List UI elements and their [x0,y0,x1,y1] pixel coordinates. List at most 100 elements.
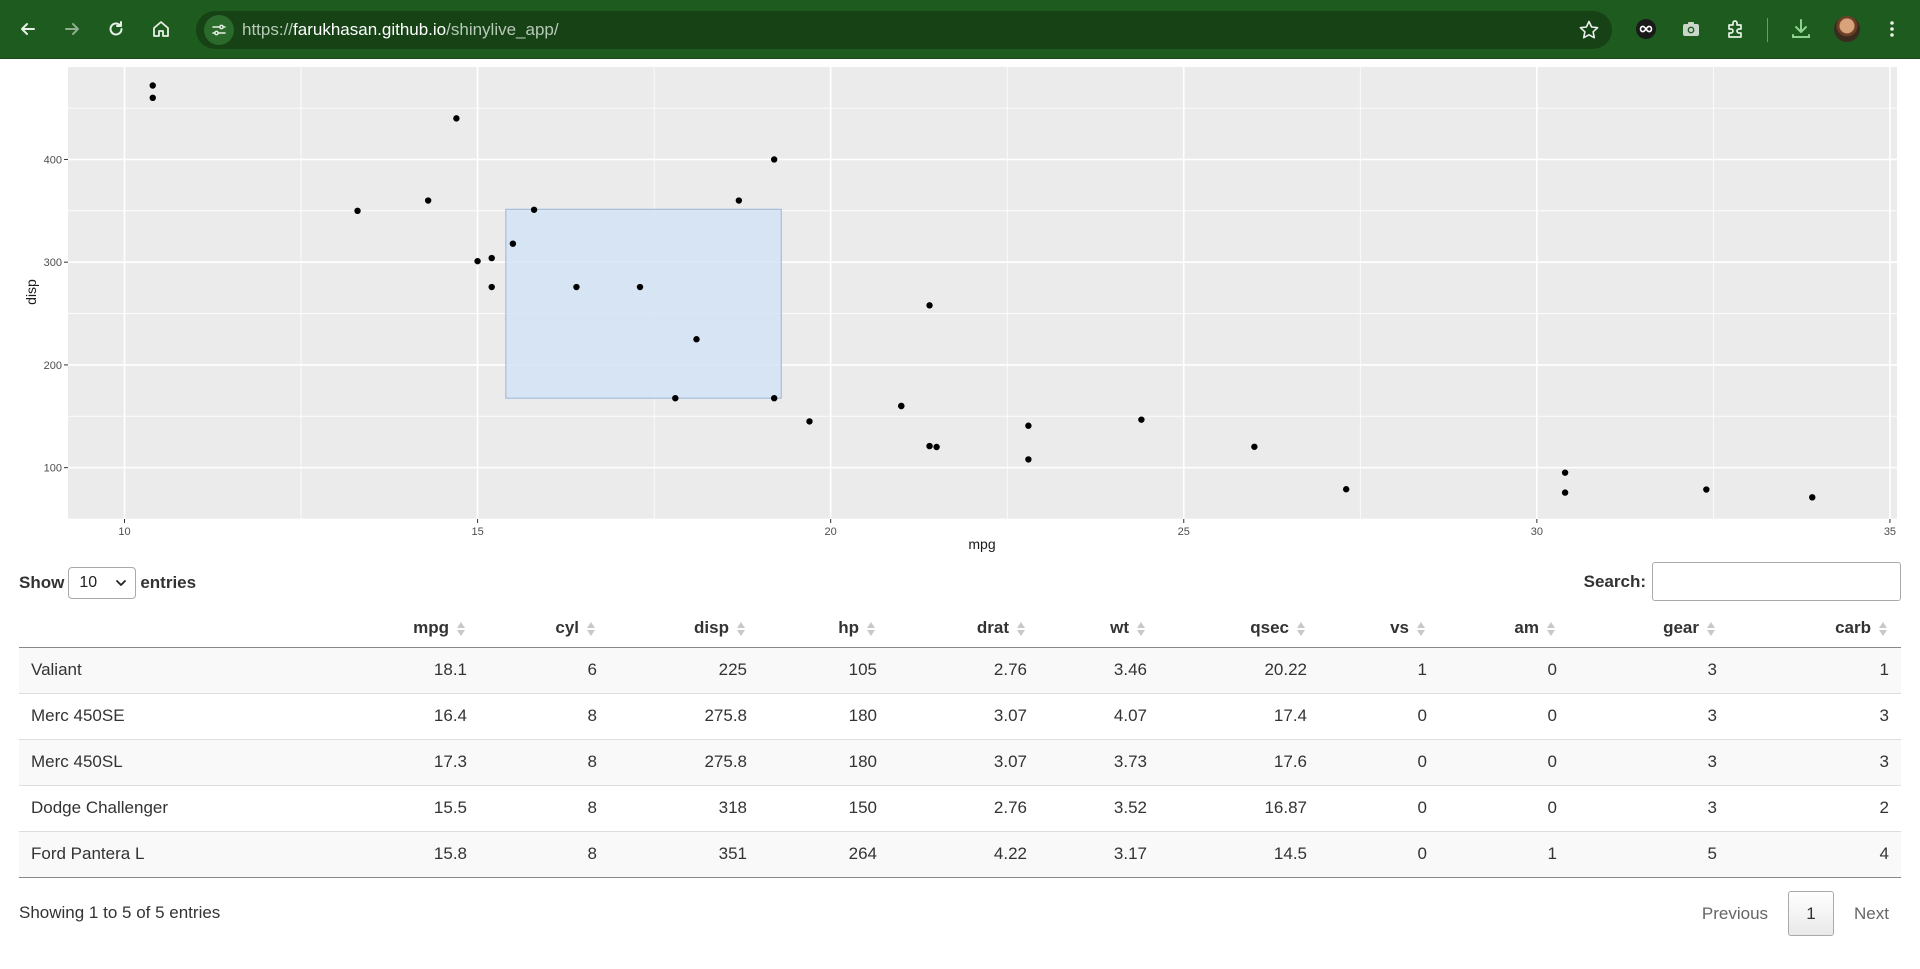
cell-am: 0 [1439,738,1569,785]
url-text[interactable]: https://farukhasan.github.io/shinylive_a… [242,20,559,40]
page-length-select[interactable]: 10 [68,567,137,599]
cell-vs: 0 [1319,738,1439,785]
sort-icon [587,622,595,636]
browser-menu-button[interactable] [1878,15,1906,43]
data-point [1561,489,1569,496]
column-header-hp[interactable]: hp [759,611,889,648]
column-header-label: qsec [1250,618,1289,638]
search-label: Search: [1583,571,1646,591]
cell-carb: 2 [1729,784,1901,831]
entries-label: entries [140,573,197,592]
cell-mpg: 18.1 [319,646,479,693]
sort-icon [1137,622,1145,636]
cell-gear: 3 [1569,738,1729,785]
cell-hp: 105 [759,646,889,693]
address-bar[interactable]: https://farukhasan.github.io/shinylive_a… [196,11,1612,49]
search-input[interactable] [1652,562,1901,601]
cell-hp: 180 [759,738,889,785]
extension-camera-button[interactable] [1677,15,1705,43]
profile-avatar[interactable] [1834,16,1860,42]
data-point [1138,416,1145,423]
data-point [806,418,813,425]
column-header-drat[interactable]: drat [889,611,1039,648]
bookmark-star-icon[interactable] [1578,19,1600,41]
data-point [354,207,361,215]
cell-mpg: 17.3 [319,738,479,785]
table-row[interactable]: Dodge Challenger 15.5 8 318 150 2.76 3.52 16.87… [19,784,1901,831]
x-tick-label: 30 [1531,526,1543,538]
column-header-cyl[interactable]: cyl [479,611,609,648]
cell-disp: 275.8 [609,738,759,785]
data-point [1025,422,1032,429]
reload-button[interactable] [100,13,132,45]
previous-page-button[interactable]: Previous [1701,903,1769,923]
column-header-am[interactable]: am [1439,611,1569,648]
pagination: Previous 1 Next [1690,891,1901,936]
sort-icon [1707,622,1715,636]
scatter-plot[interactable]: 10 15 20 25 30 35 100 200 300 400 mpg disp [0,59,1920,559]
column-header-rowname[interactable] [19,611,319,648]
table-row[interactable]: Ford Pantera L 15.8 8 351 264 4.22 3.17 14.5 0 1 5… [19,830,1901,878]
cell-vs: 0 [1319,784,1439,831]
cell-disp: 275.8 [609,692,759,739]
extension-infinity-button[interactable] [1632,15,1660,43]
brush-selection[interactable] [505,208,782,399]
column-header-wt[interactable]: wt [1039,611,1159,648]
cell-qsec: 16.87 [1159,784,1319,831]
data-point [735,197,743,204]
data-point [453,115,460,122]
cell-drat: 3.07 [889,738,1039,785]
sort-icon [1017,622,1025,636]
data-point [1025,456,1032,463]
brush-layer [505,208,782,399]
column-header-label: disp [694,618,729,638]
cell-disp: 225 [609,646,759,693]
cell-gear: 3 [1569,784,1729,831]
cell-carb: 4 [1729,830,1901,878]
data-point [573,283,580,291]
table-row[interactable]: Merc 450SE 16.4 8 275.8 180 3.07 4.07 17.4 0 0 3 3 [19,692,1901,739]
site-info-button[interactable] [204,15,234,45]
cell-qsec: 14.5 [1159,830,1319,878]
home-button[interactable] [145,13,177,45]
cell-gear: 3 [1569,692,1729,739]
column-header-disp[interactable]: disp [609,611,759,648]
cell-rowname: Dodge Challenger [19,784,319,831]
back-button[interactable] [12,13,44,45]
forward-button[interactable] [56,13,88,45]
data-point [933,443,940,451]
plot-panel[interactable] [68,67,1897,519]
current-page-button[interactable]: 1 [1788,891,1835,936]
cell-cyl: 8 [479,784,609,831]
extensions-button[interactable] [1722,15,1750,43]
cell-wt: 4.07 [1039,692,1159,739]
table-footer: Showing 1 to 5 of 5 entries Previous 1 N… [19,891,1901,937]
column-header-vs[interactable]: vs [1319,611,1439,648]
data-point [1561,469,1569,476]
cell-am: 0 [1439,784,1569,831]
table-row[interactable]: Merc 450SL 17.3 8 275.8 180 3.07 3.73 17.6 0 0 3 3 [19,738,1901,785]
next-page-button[interactable]: Next [1854,903,1889,923]
table-info: Showing 1 to 5 of 5 entries [19,903,221,922]
plot-svg[interactable]: 10 15 20 25 30 35 100 200 300 400 mpg disp [0,59,1920,559]
downloads-button[interactable] [1787,15,1815,43]
x-tick-label: 35 [1884,526,1896,538]
cell-mpg: 15.5 [319,784,479,831]
column-header-qsec[interactable]: qsec [1159,611,1319,648]
column-header-mpg[interactable]: mpg [319,611,479,648]
column-header-label: cyl [555,618,579,638]
column-header-gear[interactable]: gear [1569,611,1729,648]
column-header-label: vs [1390,618,1409,638]
x-tick-label: 25 [1178,526,1190,538]
column-header-carb[interactable]: carb [1729,611,1901,648]
cell-vs: 0 [1319,830,1439,878]
x-axis-label: mpg [968,536,995,552]
cell-gear: 3 [1569,646,1729,693]
data-point [488,283,495,291]
cell-hp: 150 [759,784,889,831]
show-label: Show [19,573,65,592]
table-row[interactable]: Valiant 18.1 6 225 105 2.76 3.46 20.22 1 0 3 1 [19,646,1901,693]
column-header-label: drat [976,618,1009,638]
sort-icon [1879,622,1887,636]
cell-am: 0 [1439,646,1569,693]
